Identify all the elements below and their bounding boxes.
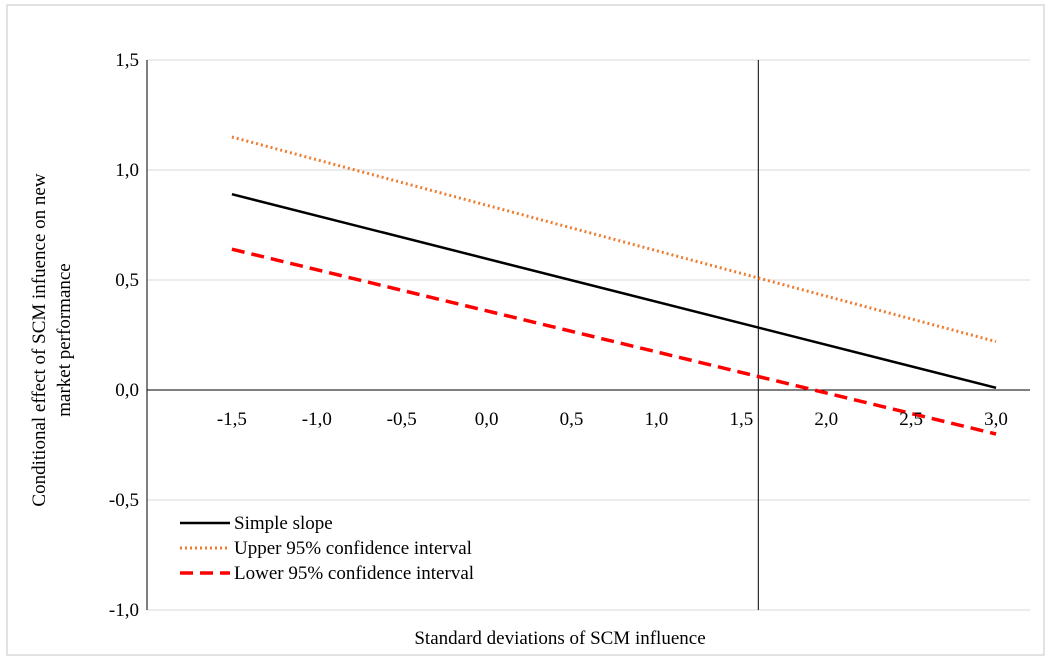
legend: Simple slope Upper 95% confidence interva…: [180, 513, 474, 584]
x-tick-labels: -1,5 -1,0 -0,5 0,0 0,5 1,0 1,5 2,0 2,5 3,0: [217, 409, 1008, 430]
legend-label-3: Lower 95% confidence interval: [234, 563, 474, 584]
y-tick-label: 0,5: [115, 270, 139, 291]
y-axis-title-group: Conditional effect of SCM infuence on ne…: [29, 173, 75, 506]
series-line-1: [231, 192, 997, 390]
x-tick-label: 0,5: [560, 409, 584, 430]
x-axis-title: Standard deviations of SCM influence: [414, 628, 705, 649]
x-tick-label: -0,5: [387, 409, 417, 430]
x-tick-label: 2,5: [899, 409, 923, 430]
legend-label-2: Upper 95% confidence interval: [234, 538, 472, 559]
gridlines: [147, 59, 1030, 611]
y-tick-label: 0,0: [115, 380, 139, 401]
y-tick-label: -1,0: [109, 600, 139, 621]
axes: [146, 60, 1030, 610]
y-axis-title-line-2: market performance: [54, 263, 75, 417]
x-tick-label: -1,5: [217, 409, 247, 430]
y-tick-label: 1,5: [115, 50, 139, 71]
legend-label-1: Simple slope: [234, 513, 333, 534]
x-tick-label: 1,0: [645, 409, 669, 430]
x-tick-label: 3,0: [984, 409, 1008, 430]
y-tick-labels: -1,0 -0,5 0,0 0,5 1,0 1,5: [109, 50, 139, 621]
series-line-3: [231, 247, 997, 436]
chart-frame: [6, 4, 1045, 656]
x-tick-label: 2,0: [814, 409, 838, 430]
y-tick-label: -0,5: [109, 490, 139, 511]
series-lines: [231, 135, 997, 436]
x-tick-label: -1,0: [302, 409, 332, 430]
y-axis-title-line-1: Conditional effect of SCM infuence on ne…: [29, 173, 50, 506]
x-tick-label: 0,0: [475, 409, 499, 430]
series-line-2: [231, 135, 997, 344]
x-tick-label: 1,5: [729, 409, 753, 430]
y-tick-label: 1,0: [115, 160, 139, 181]
